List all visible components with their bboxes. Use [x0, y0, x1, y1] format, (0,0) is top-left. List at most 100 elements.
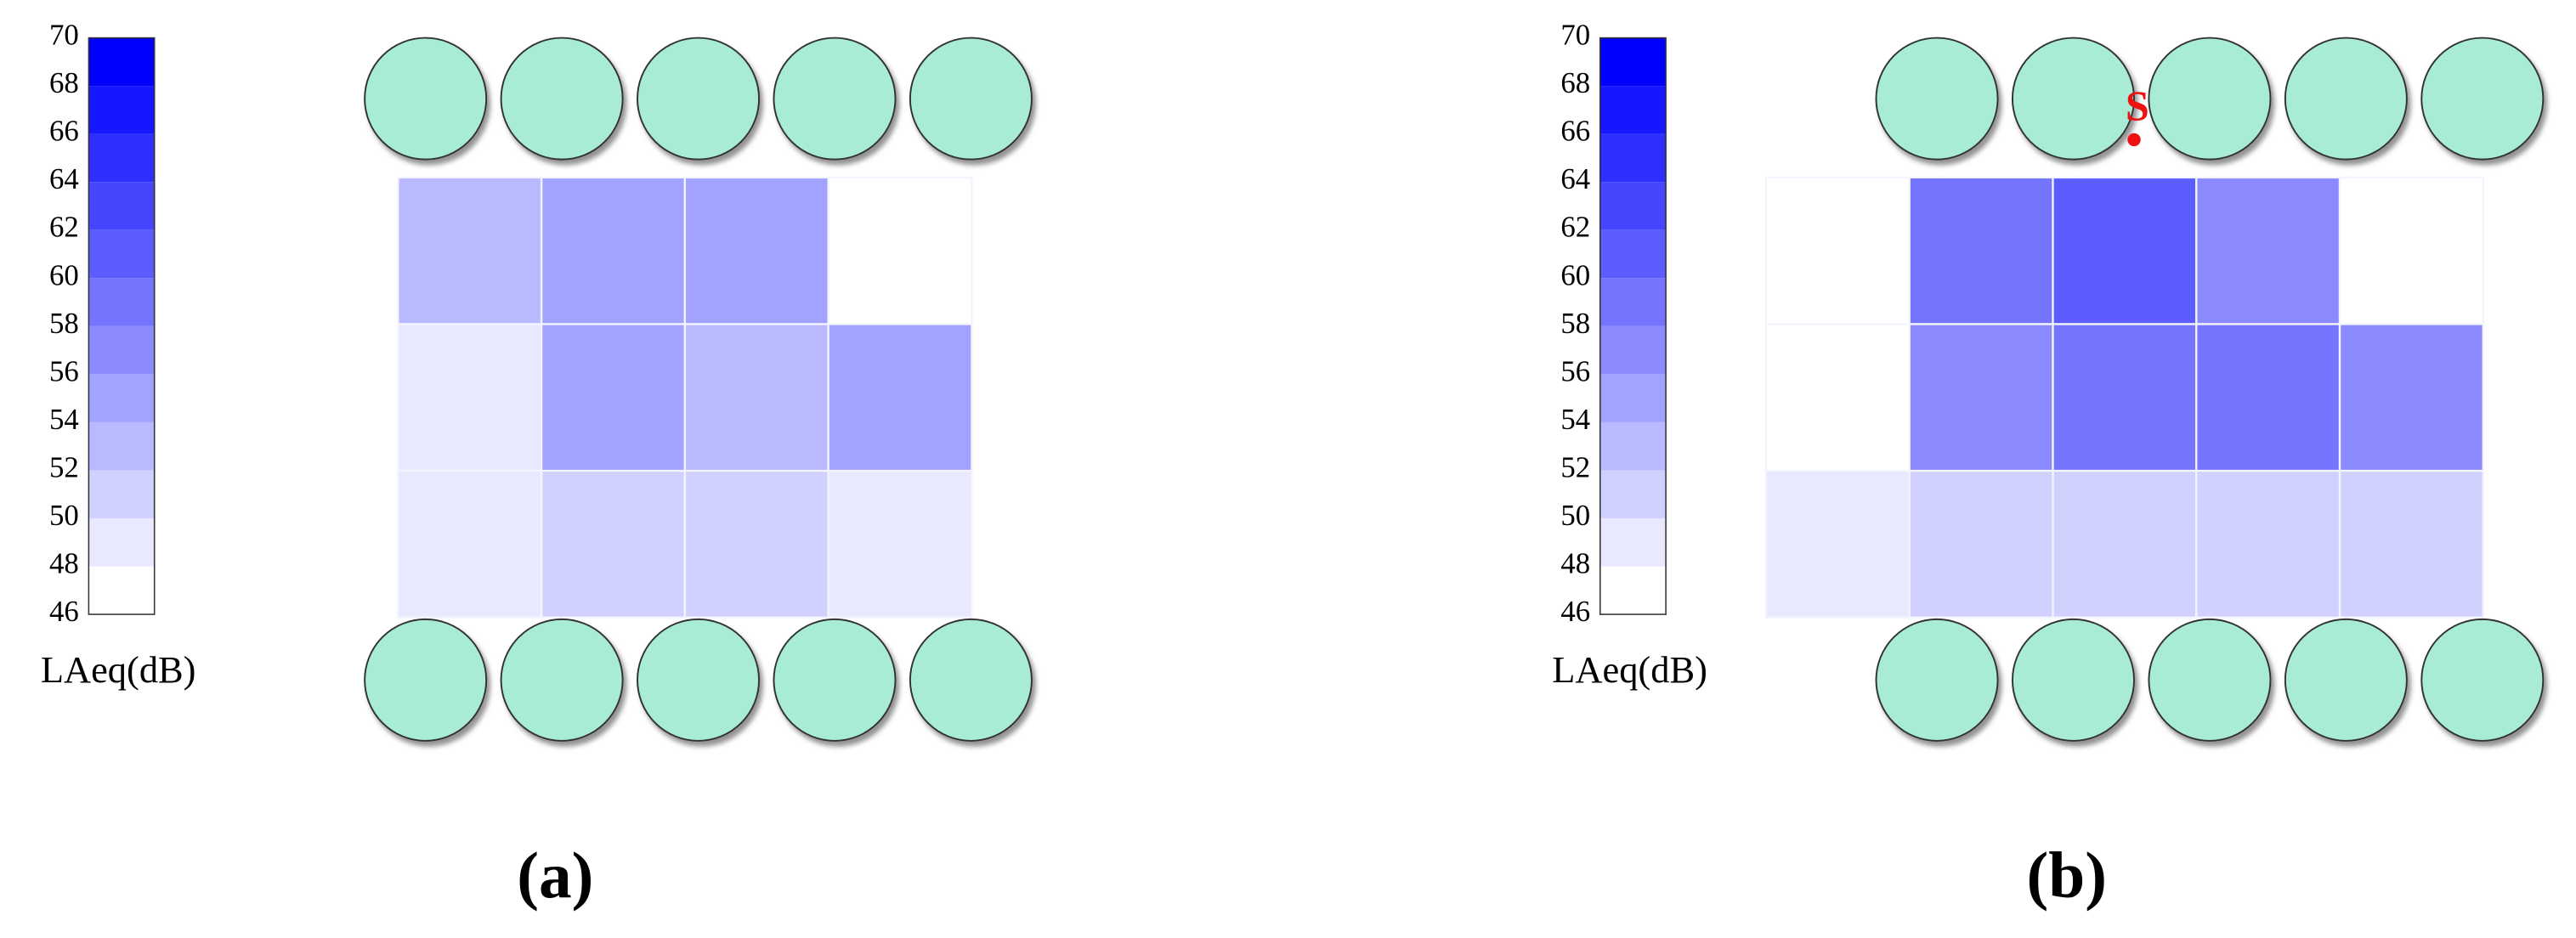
table [364, 618, 488, 742]
colorbar-tick-label: 56 [49, 354, 79, 387]
heatmap-cell [2052, 323, 2198, 472]
colorbar-tick-label: 60 [49, 258, 79, 291]
table [1875, 37, 1999, 161]
heatmap-cell [1908, 323, 2054, 472]
colorbar-band [1599, 37, 1667, 87]
colorbar-band [1599, 374, 1667, 422]
heatmap-cell [2052, 176, 2198, 325]
colorbar-band [1599, 470, 1667, 518]
table [2012, 37, 2135, 161]
table [364, 37, 488, 161]
colorbar-label: LAeq(dB) [1552, 648, 1707, 691]
table [2420, 618, 2545, 742]
colorbar-tick-label: 54 [49, 403, 79, 436]
heatmap-cell [1908, 469, 2054, 619]
source-label: S [2126, 82, 2149, 129]
heatmap-cell [827, 323, 973, 472]
table [773, 37, 897, 161]
heatmap-cell [2052, 469, 2198, 619]
colorbar-band [88, 133, 155, 183]
colorbar-tick-label: 52 [1560, 450, 1590, 483]
colorbar-band [88, 325, 155, 375]
colorbar-tick-label: 62 [1560, 211, 1590, 244]
table [500, 37, 624, 161]
heatmap-cell [540, 469, 687, 619]
colorbar-tick-label: 68 [49, 66, 79, 99]
heatmap-cell [1764, 323, 1911, 472]
colorbar-label: LAeq(dB) [41, 648, 196, 691]
colorbar-tick-label: 56 [1560, 354, 1590, 387]
colorbar-tick-label: 70 [1560, 19, 1590, 52]
table [2148, 37, 2272, 161]
table [2420, 37, 2545, 161]
table [2284, 37, 2408, 161]
colorbar-tick-label: 48 [49, 547, 79, 580]
heatmap-cell [397, 323, 543, 472]
colorbar-band [1599, 86, 1667, 134]
table [2148, 618, 2272, 742]
heatmap-cell [2195, 469, 2341, 619]
colorbar-band [88, 182, 155, 230]
colorbar-tick-label: 66 [49, 115, 79, 148]
table [909, 618, 1033, 742]
table [637, 618, 761, 742]
heatmap-cell [540, 323, 687, 472]
table [773, 618, 897, 742]
colorbar-band [88, 278, 155, 326]
colorbar-tick-label: 48 [1560, 547, 1590, 580]
heatmap-cell [2338, 176, 2484, 325]
source-point [2127, 133, 2141, 147]
heatmap-cell [2195, 323, 2341, 472]
heatmap-cell [2338, 323, 2484, 472]
colorbar-band [88, 470, 155, 518]
heatmap-cell [1764, 176, 1911, 325]
heatmap-cell [827, 469, 973, 619]
colorbar-frame [1599, 37, 1667, 615]
colorbar-tick-label: 46 [1560, 595, 1590, 628]
colorbar-band [88, 86, 155, 134]
colorbar-tick-label: 70 [49, 19, 79, 52]
colorbar-tick-label: 58 [49, 307, 79, 340]
colorbar-band [1599, 182, 1667, 230]
heatmap-cell [2195, 176, 2341, 325]
colorbar-tick-label: 52 [49, 450, 79, 483]
heatmap-cell [683, 176, 829, 325]
colorbar-tick-label: 64 [1560, 162, 1590, 195]
colorbar-tick-label: 54 [1560, 403, 1590, 436]
colorbar-band [88, 37, 155, 87]
colorbar-band [1599, 566, 1667, 615]
heatmap-cell [397, 176, 543, 325]
heatmap-cell [683, 469, 829, 619]
colorbar-band [1599, 517, 1667, 567]
caption: (a) [517, 839, 593, 912]
colorbar-tick-label: 50 [1560, 499, 1590, 532]
colorbar-tick-label: 58 [1560, 307, 1590, 340]
heatmap-cell [827, 176, 973, 325]
heatmap-cell [1908, 176, 2054, 325]
colorbar-band [1599, 133, 1667, 183]
colorbar-band [88, 421, 155, 471]
caption: (b) [2027, 839, 2108, 912]
table [2012, 618, 2135, 742]
heatmap-cell [540, 176, 687, 325]
heatmap-cell [2338, 469, 2484, 619]
heatmap-cell [397, 469, 543, 619]
colorbar-band [88, 374, 155, 422]
table [637, 37, 761, 161]
table [2284, 618, 2408, 742]
heatmap-cell [1764, 469, 1911, 619]
table [500, 618, 624, 742]
colorbar-tick-label: 60 [1560, 258, 1590, 291]
colorbar-tick-label: 50 [49, 499, 79, 532]
colorbar-tick-label: 62 [49, 211, 79, 244]
colorbar-band [88, 517, 155, 567]
colorbar-tick-label: 46 [49, 595, 79, 628]
colorbar-band [1599, 278, 1667, 326]
colorbar-band [1599, 421, 1667, 471]
heatmap-cell [683, 323, 829, 472]
colorbar-tick-label: 64 [49, 162, 79, 195]
colorbar-band [1599, 325, 1667, 375]
colorbar-band [88, 566, 155, 615]
colorbar-frame [88, 37, 156, 615]
